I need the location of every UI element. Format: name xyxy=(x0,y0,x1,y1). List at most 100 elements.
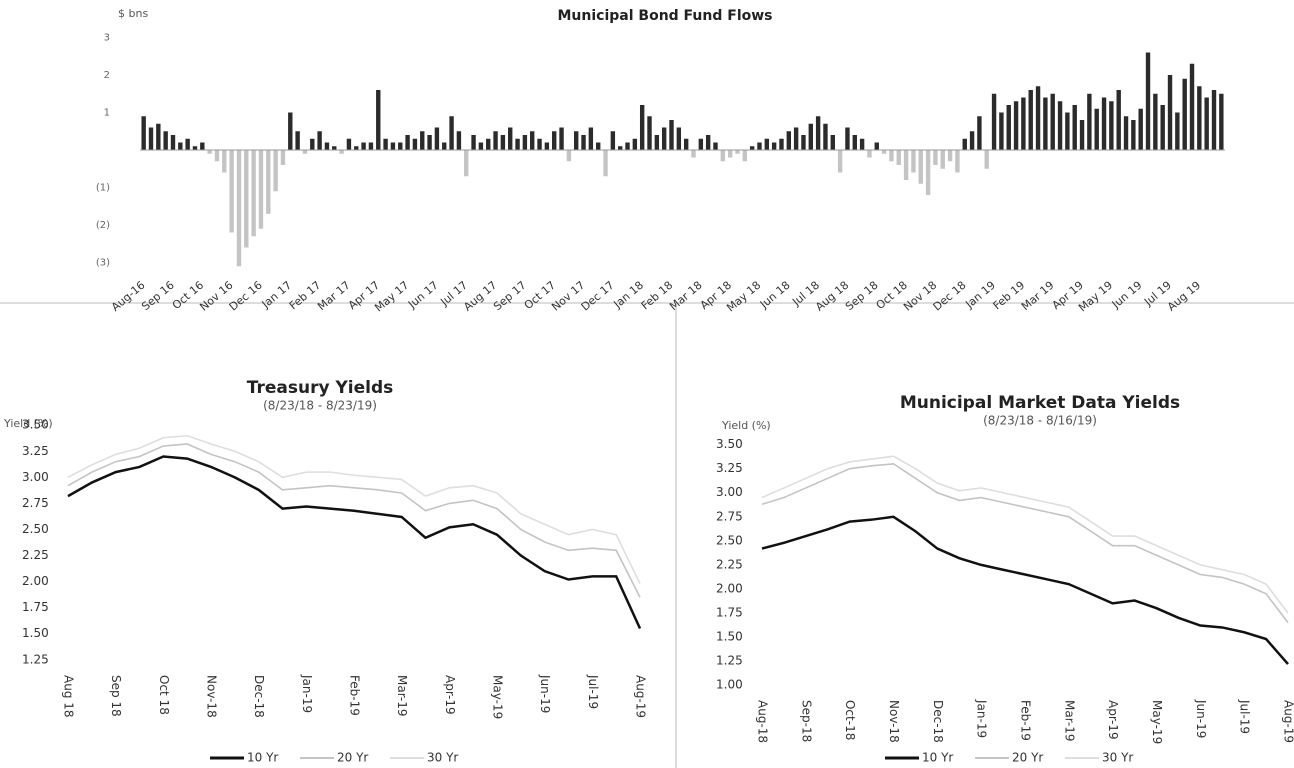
bar xyxy=(244,150,249,248)
x-tick-label: Aug 18 xyxy=(62,675,76,718)
chart-title: Municipal Bond Fund Flows xyxy=(558,8,773,24)
bar xyxy=(427,135,432,150)
bar xyxy=(471,135,476,150)
bar xyxy=(991,93,997,150)
x-tick-label: Jan 18 xyxy=(611,279,647,312)
bar xyxy=(266,150,271,214)
bar xyxy=(163,131,168,150)
bar xyxy=(310,138,315,150)
bar xyxy=(962,138,967,150)
bar xyxy=(955,150,960,173)
y-tick-label: 1.50 xyxy=(22,626,49,640)
bar xyxy=(610,131,616,150)
bar xyxy=(383,138,388,150)
x-tick-label: Sep-18 xyxy=(799,700,813,742)
bar xyxy=(295,131,300,150)
bar xyxy=(823,123,828,150)
y-tick-label: 1.25 xyxy=(716,654,743,668)
bar xyxy=(647,116,652,150)
bar xyxy=(515,138,520,150)
bar xyxy=(302,150,308,154)
bar xyxy=(280,150,286,165)
bar xyxy=(508,127,513,150)
bar xyxy=(727,150,733,158)
y-tick-label: 2 xyxy=(104,70,110,81)
x-tick-label: Dec-18 xyxy=(252,675,266,718)
bar xyxy=(200,142,205,150)
bar xyxy=(376,90,381,150)
bar xyxy=(742,150,748,162)
bar xyxy=(207,150,212,154)
bar xyxy=(1109,101,1114,150)
bar xyxy=(530,131,535,150)
x-tick-label: Dec 17 xyxy=(579,279,617,314)
bar xyxy=(881,150,887,154)
bar xyxy=(808,123,813,150)
x-tick-label: Jun 19 xyxy=(1109,279,1145,312)
bar xyxy=(464,150,469,177)
chart-title: Treasury Yields xyxy=(247,378,394,398)
bar xyxy=(434,127,440,150)
bar xyxy=(713,142,718,150)
x-tick-label: Aug 17 xyxy=(461,279,499,314)
x-tick-label: Sep 18 xyxy=(109,675,123,717)
bar xyxy=(456,131,462,150)
bar xyxy=(559,127,564,150)
x-tick-label: Jun-19 xyxy=(538,674,552,713)
bar xyxy=(522,135,528,150)
x-tick-label: Mar-19 xyxy=(395,675,409,716)
x-tick-label: Mar 18 xyxy=(667,279,705,314)
bar xyxy=(947,150,953,162)
x-tick-label: Dec 16 xyxy=(227,279,265,314)
y-tick-label: 1.50 xyxy=(716,630,743,644)
bar xyxy=(801,135,806,150)
bar xyxy=(1087,93,1092,150)
bar xyxy=(229,150,234,233)
y-tick-label: 2.25 xyxy=(22,548,49,562)
y-tick-label: (3) xyxy=(96,258,110,269)
y-tick-label: 1.25 xyxy=(22,652,49,666)
x-tick-label: Jun 17 xyxy=(405,279,441,312)
y-tick-label: 2.75 xyxy=(22,496,49,510)
bar xyxy=(258,150,264,229)
bar xyxy=(1065,112,1070,150)
y-axis-label: Yield (%) xyxy=(3,417,53,430)
bar xyxy=(500,135,506,150)
bar xyxy=(236,150,242,267)
bar xyxy=(324,142,330,150)
bar xyxy=(1189,63,1195,150)
legend-label: 30 Yr xyxy=(1102,751,1133,765)
bar xyxy=(544,142,550,150)
x-tick-label: Mar 17 xyxy=(315,279,353,314)
bar xyxy=(845,127,850,150)
bar xyxy=(977,116,982,150)
bar xyxy=(1123,116,1129,150)
bar xyxy=(1204,97,1209,150)
bar xyxy=(1079,120,1085,150)
x-tick-label: Sep 16 xyxy=(139,279,177,314)
x-tick-label: Jun 18 xyxy=(757,279,793,312)
x-tick-label: May-19 xyxy=(1150,700,1164,744)
bar xyxy=(574,131,579,150)
y-tick-label: 1.75 xyxy=(716,606,743,620)
bar xyxy=(889,150,894,162)
x-tick-label: Jan-19 xyxy=(300,674,314,713)
bar xyxy=(1072,105,1077,150)
legend-label: 30 Yr xyxy=(427,751,458,765)
bar xyxy=(911,150,916,173)
bar xyxy=(654,135,660,150)
bar xyxy=(1197,86,1202,150)
x-tick-label: Nov-18 xyxy=(205,675,219,718)
bar xyxy=(625,142,630,150)
bar xyxy=(1160,105,1165,150)
y-tick-label: 2.00 xyxy=(716,581,743,595)
bar xyxy=(581,135,586,150)
x-tick-label: Apr-19 xyxy=(443,675,457,715)
bar xyxy=(698,138,704,150)
x-tick-label: Sep 18 xyxy=(843,279,881,314)
x-tick-label: Aug 19 xyxy=(1165,279,1203,314)
bar xyxy=(354,146,359,150)
bar xyxy=(1101,97,1107,150)
chart-title: Municipal Market Data Yields xyxy=(900,393,1180,413)
bar xyxy=(192,146,198,150)
